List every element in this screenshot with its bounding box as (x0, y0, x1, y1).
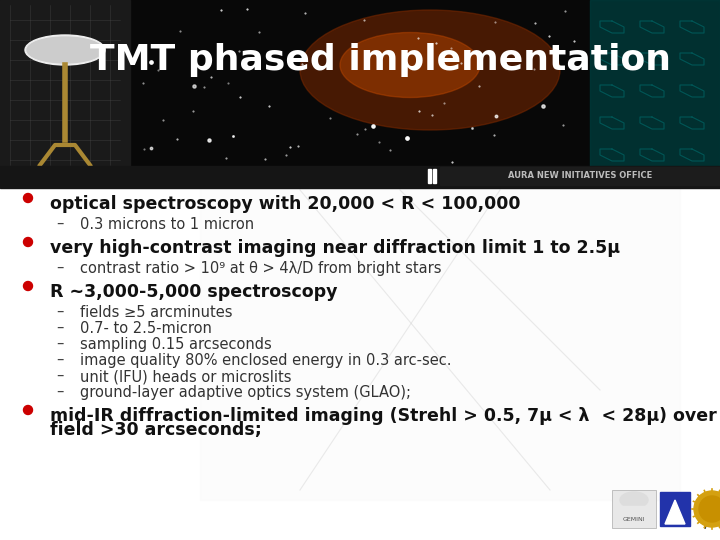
Text: field >30 arcseconds;: field >30 arcseconds; (50, 421, 262, 439)
Text: unit (IFU) heads or microslits: unit (IFU) heads or microslits (80, 369, 292, 384)
Text: image quality 80% enclosed energy in 0.3 arc-sec.: image quality 80% enclosed energy in 0.3… (80, 353, 451, 368)
Text: –: – (57, 384, 64, 399)
Text: –: – (57, 352, 64, 367)
Text: sampling 0.15 arcseconds: sampling 0.15 arcseconds (80, 337, 271, 352)
Polygon shape (665, 500, 685, 524)
Text: fields ≥5 arcminutes: fields ≥5 arcminutes (80, 305, 233, 320)
Ellipse shape (300, 10, 560, 130)
Bar (433, 169, 436, 183)
Text: –: – (57, 304, 64, 319)
Text: –: – (57, 260, 64, 275)
Bar (0, 166, 720, 188)
Text: –: – (57, 320, 64, 335)
Circle shape (24, 193, 32, 202)
Circle shape (694, 491, 720, 527)
Bar (440, 167, 720, 185)
Text: R ~3,000-5,000 spectroscopy: R ~3,000-5,000 spectroscopy (50, 283, 338, 301)
Ellipse shape (25, 35, 105, 65)
Bar (660, 492, 690, 526)
Bar (612, 490, 656, 528)
Text: –: – (57, 336, 64, 351)
Circle shape (699, 496, 720, 522)
Bar (0, 0, 130, 170)
Text: –: – (57, 216, 64, 231)
Text: 0.3 microns to 1 micron: 0.3 microns to 1 micron (80, 217, 254, 232)
Ellipse shape (340, 32, 480, 98)
Text: optical spectroscopy with 20,000 < R < 100,000: optical spectroscopy with 20,000 < R < 1… (50, 195, 521, 213)
Text: –: – (57, 368, 64, 383)
Text: TMT phased implementation: TMT phased implementation (89, 43, 670, 77)
Text: 7: 7 (702, 519, 710, 532)
Text: AURA NEW INITIATIVES OFFICE: AURA NEW INITIATIVES OFFICE (508, 172, 652, 180)
Bar (0, 0, 720, 170)
Bar (428, 169, 431, 183)
Bar (590, 0, 720, 170)
Text: very high-contrast imaging near diffraction limit 1 to 2.5μ: very high-contrast imaging near diffract… (50, 239, 620, 257)
Circle shape (24, 281, 32, 291)
Text: 0.7- to 2.5-micron: 0.7- to 2.5-micron (80, 321, 212, 336)
Circle shape (24, 238, 32, 246)
Text: mid-IR diffraction-limited imaging (Strehl > 0.5, 7μ < λ  < 28μ) over a: mid-IR diffraction-limited imaging (Stre… (50, 407, 720, 425)
Bar (620, 506, 648, 526)
Text: contrast ratio > 10⁹ at θ > 4λ/D from bright stars: contrast ratio > 10⁹ at θ > 4λ/D from br… (80, 261, 441, 276)
Ellipse shape (620, 492, 648, 508)
Text: GEMINI: GEMINI (623, 517, 645, 522)
Bar (200, 170, 680, 500)
Ellipse shape (27, 37, 103, 63)
Circle shape (24, 406, 32, 415)
Text: ground-layer adaptive optics system (GLAO);: ground-layer adaptive optics system (GLA… (80, 385, 411, 400)
